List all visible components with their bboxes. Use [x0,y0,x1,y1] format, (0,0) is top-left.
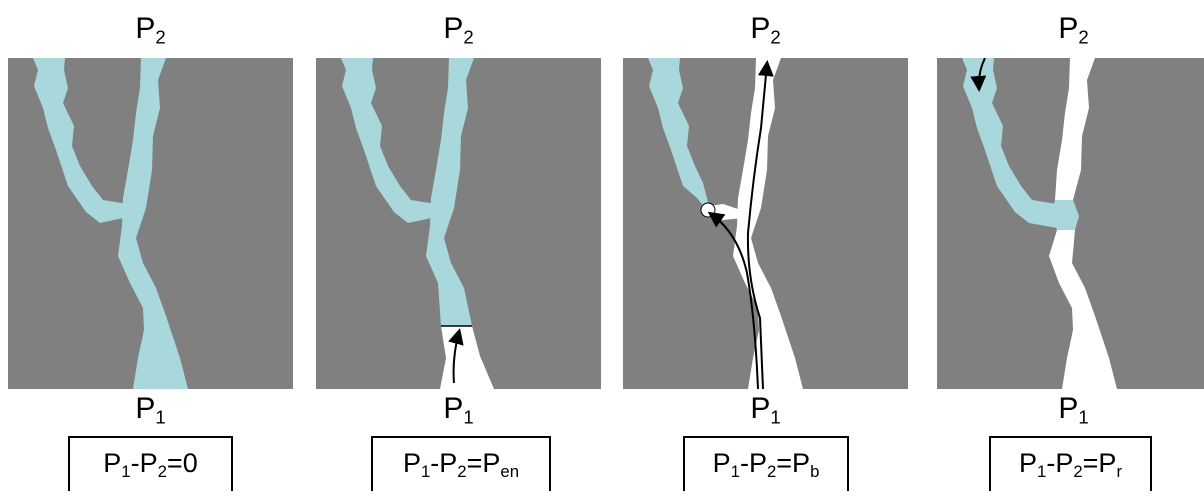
flow-path-left [707,211,759,389]
panel-letter: a. [18,410,40,440]
panel-c: P2 c. P1 P1-P2=Pb [623,0,908,491]
water-left-branch [648,58,709,208]
top-pressure-label: P2 [1058,12,1089,48]
pore-diagram-a: a. [8,58,293,440]
water-main-channel [118,58,188,389]
flow-path-right [746,60,774,389]
water-main-channel [426,58,474,326]
pore-diagram-b: b. [316,58,601,440]
panel-b: P2 b. P1 P1-P2=Pen [316,0,601,491]
intrusion-arrow [448,328,464,384]
bottom-pressure-label: P1 [135,392,166,428]
top-pressure-label: P2 [443,12,474,48]
pressure-equation-box: P1-P2=Pen [371,436,551,491]
bottom-pressure-label: P1 [750,392,781,428]
bottom-pressure-label: P1 [443,392,474,428]
water-left-branch [33,58,133,223]
panel-letter: b. [326,410,348,440]
pore-diagram-c: c. [623,58,908,440]
pressure-equation-box: P1-P2=0 [68,436,233,491]
top-pressure-label: P2 [135,12,166,48]
gas-upper-channel [1055,58,1095,200]
water-left-branch [962,58,1069,228]
gas-main-channel [733,58,803,389]
water-snapped-throat [1051,200,1079,230]
panel-letter: c. [633,410,654,440]
pressure-equation-box: P1-P2=Pr [989,436,1152,491]
top-pressure-label: P2 [750,12,781,48]
pore-diagram-d: d. [931,58,1204,440]
imbibition-arrow [970,58,987,92]
gas-lower-channel [1049,230,1117,389]
water-left-branch [341,58,441,223]
bottom-pressure-label: P1 [1058,392,1089,428]
panel-a: P2 a. P1 P1-P2=0 [8,0,293,491]
panel-d: P2 d. P1 P1-P2=Pr [931,0,1204,491]
pressure-equation-box: P1-P2=Pb [683,436,849,491]
panel-letter: d. [941,410,963,440]
